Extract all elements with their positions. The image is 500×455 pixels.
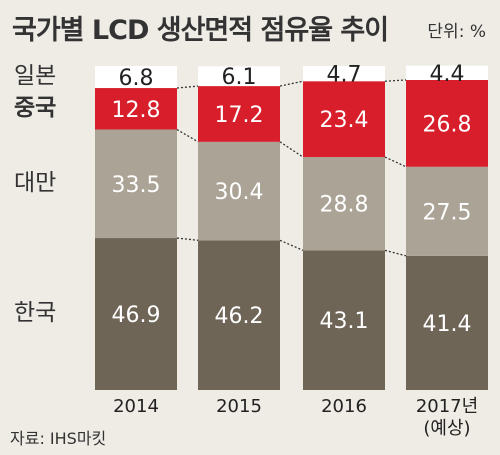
bar-segment-중국-2 <box>303 81 385 158</box>
data-label-중국-1: 17.2 <box>215 103 264 128</box>
data-label-대만-2: 28.8 <box>320 193 369 218</box>
data-label-중국-3: 26.8 <box>423 112 472 137</box>
x-tick-label-0: 2014 <box>113 396 159 417</box>
bar-segment-중국-3 <box>406 79 488 167</box>
series-label-일본: 일본 <box>14 63 57 90</box>
connector-line <box>384 156 407 168</box>
x-tick-label-1: 2015 <box>216 396 262 417</box>
connector-line <box>384 79 407 82</box>
data-label-일본-0: 6.8 <box>119 66 154 91</box>
series-label-한국: 한국 <box>14 300 57 327</box>
bar-segment-중국-0 <box>95 88 177 130</box>
x-tick-label-3: 2017년 (예상) <box>415 396 479 439</box>
data-label-일본-2: 4.7 <box>327 63 362 88</box>
bar-segment-한국-2 <box>303 250 385 390</box>
connector-line <box>176 85 199 89</box>
bar-segment-한국-1 <box>198 240 280 390</box>
data-label-중국-2: 23.4 <box>320 108 369 133</box>
data-label-일본-3: 4.4 <box>430 62 465 87</box>
data-label-한국-1: 46.2 <box>215 304 264 329</box>
bar-segment-대만-1 <box>198 141 280 241</box>
connector-line <box>176 128 199 143</box>
bar-segment-일본-3 <box>406 65 488 80</box>
bar-segment-한국-3 <box>406 255 488 390</box>
unit-label: 단위: % <box>427 22 486 42</box>
bar-segment-대만-2 <box>303 157 385 251</box>
bar-segment-대만-3 <box>406 166 488 256</box>
connector-line <box>279 141 304 158</box>
bar-segment-일본-2 <box>303 66 385 82</box>
chart-title: 국가별 LCD 생산면적 점유율 추이 <box>12 15 389 46</box>
data-label-대만-3: 27.5 <box>423 200 472 225</box>
data-label-한국-0: 46.9 <box>112 303 161 328</box>
series-label-중국: 중국 <box>14 94 57 121</box>
connector-line <box>384 249 407 257</box>
x-tick-label-2: 2016 <box>321 396 367 417</box>
bar-segment-일본-0 <box>95 66 177 89</box>
bar-segment-일본-1 <box>198 66 280 87</box>
data-label-한국-2: 43.1 <box>320 309 369 334</box>
data-label-일본-1: 6.1 <box>222 65 257 90</box>
data-label-대만-0: 33.5 <box>112 173 161 198</box>
data-label-한국-3: 41.4 <box>423 312 472 337</box>
bar-segment-중국-1 <box>198 86 280 142</box>
source-note: 자료: IHS마킷 <box>10 429 107 448</box>
connector-line <box>279 80 304 87</box>
connector-line <box>176 237 199 241</box>
connector-line <box>279 239 304 251</box>
series-label-대만: 대만 <box>14 169 57 196</box>
bar-segment-대만-0 <box>95 129 177 239</box>
bar-segment-한국-0 <box>95 238 177 390</box>
data-label-대만-1: 30.4 <box>215 180 264 205</box>
data-label-중국-0: 12.8 <box>112 98 161 123</box>
